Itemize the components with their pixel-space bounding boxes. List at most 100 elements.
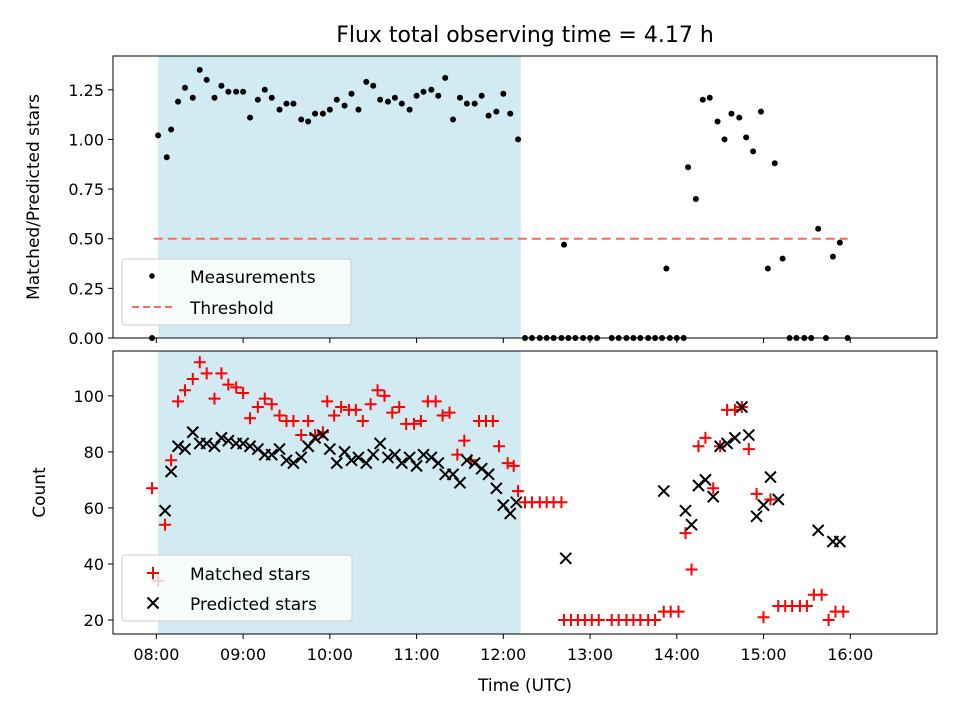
matched-star-point bbox=[692, 440, 705, 453]
bottom-legend-box bbox=[121, 554, 353, 622]
measurement-point bbox=[736, 114, 743, 121]
chart-title: Flux total observing time = 4.17 h bbox=[336, 23, 714, 48]
measurement-point bbox=[247, 114, 254, 121]
predicted-star-point bbox=[243, 440, 257, 453]
predicted-star-point bbox=[367, 448, 380, 461]
predicted-star-point bbox=[460, 454, 474, 467]
matched-star-point bbox=[507, 459, 520, 472]
measurement-point bbox=[728, 110, 735, 117]
bottom-legend: Matched stars Predicted stars bbox=[121, 554, 353, 622]
top-y-tick-label: 0.75 bbox=[68, 180, 104, 199]
measurement-point bbox=[333, 96, 340, 103]
measurement-point bbox=[663, 265, 670, 272]
measurement-point bbox=[750, 148, 757, 155]
measurement-point bbox=[829, 253, 836, 260]
bottom-y-tick-label: 60 bbox=[84, 499, 104, 518]
bottom-y-tick-label: 100 bbox=[73, 387, 104, 406]
matched-star-point bbox=[287, 415, 300, 428]
matched-star-point bbox=[451, 448, 464, 461]
matched-star-point bbox=[356, 415, 369, 428]
measurement-point bbox=[699, 96, 706, 103]
matched-star-point bbox=[335, 401, 348, 414]
predicted-star-point bbox=[713, 440, 727, 453]
matched-star-point bbox=[251, 401, 264, 414]
matched-star-point bbox=[742, 443, 755, 456]
measurement-point bbox=[515, 136, 522, 143]
matched-star-point bbox=[349, 403, 362, 416]
measurement-point bbox=[507, 110, 514, 117]
bottom-y-tick-label: 40 bbox=[84, 555, 104, 574]
predicted-star-point bbox=[657, 484, 670, 498]
measurement-point bbox=[181, 84, 188, 91]
predicted-star-point bbox=[720, 437, 734, 450]
top-y-tick-label: 1.00 bbox=[68, 130, 104, 149]
measurement-point bbox=[233, 88, 240, 95]
predicted-star-point bbox=[338, 445, 351, 459]
measurement-point bbox=[155, 132, 162, 139]
matched-star-point bbox=[222, 378, 235, 391]
measurement-point bbox=[175, 98, 182, 105]
measurement-point bbox=[319, 110, 326, 117]
predicted-star-point bbox=[742, 428, 755, 442]
matched-star-point bbox=[200, 367, 213, 380]
measurement-point bbox=[298, 116, 305, 123]
bottom-panel: 20 40 60 80 100 08:00 09:00 10:00 11:00 12:00 13:0… bbox=[30, 350, 938, 696]
x-tick-label: 12:00 bbox=[480, 645, 526, 664]
predicted-star-point bbox=[757, 498, 770, 512]
predicted-star-point bbox=[273, 442, 286, 456]
legend-matched-label: Matched stars bbox=[190, 565, 310, 585]
predicted-star-point bbox=[352, 451, 365, 464]
matched-star-point bbox=[165, 454, 178, 467]
predicted-star-point bbox=[679, 504, 692, 517]
measurement-point bbox=[757, 108, 764, 115]
matched-stars-points bbox=[146, 356, 850, 626]
measurement-point bbox=[442, 74, 449, 81]
predicted-star-point bbox=[178, 442, 192, 456]
predicted-star-point bbox=[410, 459, 423, 473]
predicted-star-point bbox=[287, 456, 300, 470]
legend-measurements-marker bbox=[149, 273, 155, 279]
measurement-point bbox=[836, 239, 843, 246]
measurement-point bbox=[714, 118, 721, 125]
predicted-star-point bbox=[186, 426, 200, 439]
matched-star-point bbox=[436, 409, 449, 422]
matched-star-point bbox=[146, 482, 159, 495]
predicted-star-point bbox=[417, 448, 430, 461]
matched-star-point bbox=[555, 496, 568, 509]
predicted-star-point bbox=[236, 437, 250, 450]
legend-measurements-label: Measurements bbox=[190, 268, 316, 288]
predicted-star-point bbox=[215, 431, 228, 445]
measurement-point bbox=[341, 102, 348, 109]
predicted-star-point bbox=[735, 400, 749, 414]
top-axes-frame bbox=[112, 55, 938, 339]
legend-predicted-label: Predicted stars bbox=[190, 595, 317, 615]
x-tick-label: 08:00 bbox=[133, 645, 179, 664]
predicted-star-point bbox=[164, 465, 178, 478]
x-tick-label: 15:00 bbox=[740, 645, 786, 664]
matched-star-point bbox=[159, 518, 172, 531]
predicted-star-point bbox=[728, 431, 742, 445]
predicted-star-point bbox=[330, 456, 343, 470]
predicted-star-point bbox=[395, 456, 409, 470]
predicted-star-point bbox=[280, 454, 293, 467]
measurement-point bbox=[561, 241, 568, 248]
x-tick-label: 14:00 bbox=[654, 645, 700, 664]
bottom-y-tick-label: 20 bbox=[84, 611, 104, 630]
matched-star-point bbox=[486, 415, 499, 428]
predicted-star-point bbox=[559, 552, 572, 565]
matched-star-point bbox=[328, 409, 341, 422]
matched-star-point bbox=[393, 401, 406, 414]
predicted-star-point bbox=[222, 434, 235, 447]
measurement-point bbox=[163, 154, 170, 161]
measurement-point bbox=[485, 112, 492, 119]
measurement-point bbox=[493, 108, 500, 115]
measurement-point bbox=[815, 225, 822, 232]
bottom-axes-frame bbox=[112, 350, 938, 635]
matched-star-point bbox=[258, 392, 271, 405]
predicted-star-point bbox=[510, 496, 523, 509]
matched-star-point bbox=[679, 527, 692, 540]
predicted-star-point bbox=[388, 448, 402, 461]
legend-plus-icon bbox=[147, 567, 159, 579]
measurement-point bbox=[203, 76, 210, 83]
matched-star-point bbox=[800, 599, 813, 612]
